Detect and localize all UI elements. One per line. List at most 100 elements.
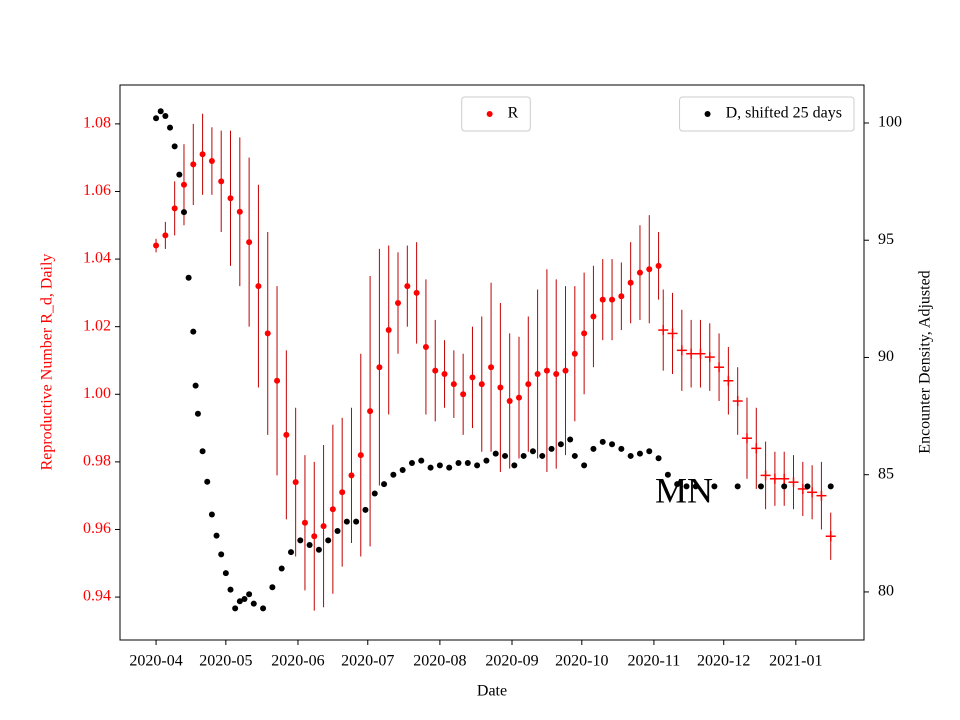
point bbox=[236, 208, 243, 215]
legend-box bbox=[679, 96, 855, 132]
plus-marker bbox=[714, 362, 725, 373]
point bbox=[334, 527, 341, 534]
point bbox=[520, 452, 527, 459]
point bbox=[581, 462, 588, 469]
point bbox=[301, 519, 308, 526]
plus-marker bbox=[695, 348, 706, 359]
point bbox=[408, 459, 415, 466]
point bbox=[827, 483, 834, 490]
point bbox=[515, 394, 522, 401]
point bbox=[804, 483, 811, 490]
point bbox=[781, 483, 788, 490]
point bbox=[478, 381, 485, 388]
point bbox=[636, 269, 643, 276]
x-tick-label: 2020-10 bbox=[555, 653, 608, 670]
point bbox=[192, 382, 199, 389]
point bbox=[153, 115, 160, 122]
point bbox=[655, 262, 662, 269]
point bbox=[469, 374, 476, 381]
point bbox=[157, 108, 164, 115]
point bbox=[376, 364, 383, 371]
point bbox=[413, 289, 420, 296]
point bbox=[506, 398, 513, 405]
point bbox=[757, 483, 764, 490]
point bbox=[599, 296, 606, 303]
point bbox=[171, 205, 178, 212]
point bbox=[525, 381, 532, 388]
point bbox=[315, 546, 322, 553]
point bbox=[464, 459, 471, 466]
legend: D, shifted 25 days bbox=[679, 96, 855, 132]
point bbox=[571, 350, 578, 357]
point bbox=[162, 232, 169, 239]
point bbox=[581, 330, 588, 337]
point bbox=[381, 481, 388, 488]
point bbox=[232, 605, 239, 612]
point bbox=[711, 483, 718, 490]
point bbox=[609, 441, 616, 448]
point bbox=[502, 452, 509, 459]
point bbox=[590, 445, 597, 452]
point bbox=[274, 377, 281, 384]
y-tick-label: 1.00 bbox=[83, 385, 111, 402]
annotation: MN bbox=[655, 470, 713, 510]
plus-marker bbox=[676, 345, 687, 356]
point bbox=[306, 542, 313, 549]
y-tick-label: 1.04 bbox=[83, 250, 111, 267]
point bbox=[171, 143, 178, 150]
y-axis-label: Reproductive Number R_d, Daily bbox=[39, 254, 56, 471]
point bbox=[208, 158, 215, 165]
point bbox=[222, 570, 229, 577]
point bbox=[260, 605, 267, 612]
point bbox=[162, 112, 169, 119]
point bbox=[236, 598, 243, 605]
point bbox=[427, 464, 434, 471]
x-tick-label: 2021-01 bbox=[769, 653, 822, 670]
y2-tick-label: 100 bbox=[878, 114, 902, 131]
y2-tick-label: 85 bbox=[878, 465, 894, 482]
point bbox=[460, 391, 467, 398]
point bbox=[567, 436, 574, 443]
point bbox=[539, 452, 546, 459]
point bbox=[199, 448, 206, 455]
point bbox=[199, 151, 206, 158]
point bbox=[362, 506, 369, 513]
y2-axis-label: Encounter Density, Adjusted bbox=[917, 270, 934, 453]
point bbox=[404, 283, 411, 290]
point bbox=[646, 448, 653, 455]
point bbox=[590, 313, 597, 320]
x-tick-label: 2020-08 bbox=[413, 653, 466, 670]
y2-tick-label: 95 bbox=[878, 231, 894, 248]
point bbox=[627, 279, 634, 286]
point bbox=[646, 266, 653, 273]
point bbox=[734, 483, 741, 490]
point bbox=[683, 483, 690, 490]
point bbox=[283, 431, 290, 438]
plus-marker bbox=[760, 470, 771, 481]
plus-marker bbox=[816, 490, 827, 501]
x-tick-label: 2020-09 bbox=[485, 653, 538, 670]
legend-label: D, shifted 25 days bbox=[726, 105, 842, 122]
point bbox=[432, 367, 439, 374]
point bbox=[250, 600, 257, 607]
legend: R bbox=[461, 96, 531, 132]
point bbox=[343, 518, 350, 525]
point bbox=[194, 410, 201, 417]
point bbox=[571, 452, 578, 459]
plus-marker bbox=[769, 473, 780, 484]
x-tick-label: 2020-04 bbox=[129, 653, 182, 670]
y-tick-label: 0.96 bbox=[83, 520, 111, 537]
point bbox=[227, 195, 234, 202]
legend-label: R bbox=[508, 105, 519, 122]
point bbox=[213, 532, 220, 539]
point bbox=[329, 506, 336, 513]
point bbox=[511, 462, 518, 469]
point bbox=[543, 367, 550, 374]
point bbox=[185, 274, 192, 281]
plus-marker bbox=[667, 328, 678, 339]
point bbox=[218, 551, 225, 558]
plot-frame bbox=[119, 84, 865, 641]
point bbox=[297, 537, 304, 544]
point bbox=[553, 370, 560, 377]
